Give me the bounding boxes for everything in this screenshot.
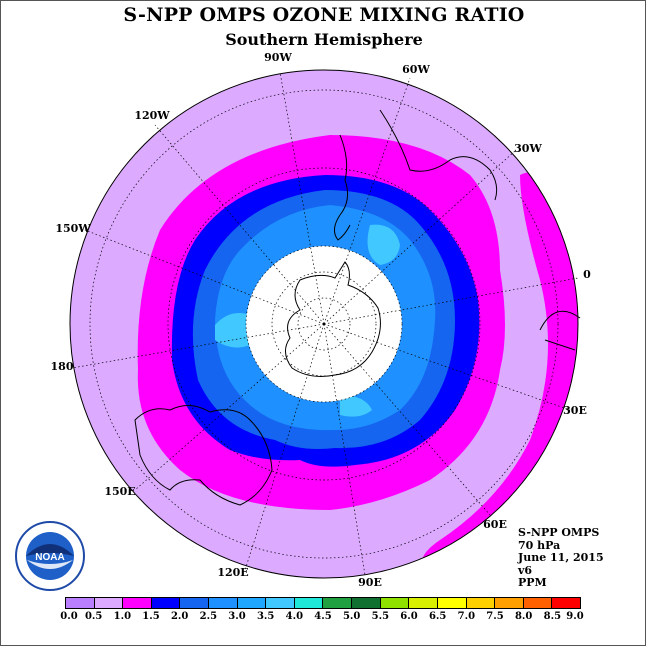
noaa-logo: NOAA	[15, 521, 85, 591]
info-version: v6	[518, 564, 533, 577]
colorbar-tick-label: 5.5	[371, 611, 390, 622]
page-subtitle: Southern Hemisphere	[225, 30, 423, 49]
colorbar-swatch	[380, 598, 410, 608]
colorbar-swatch	[237, 598, 267, 608]
lon-label-90e: 90E	[358, 576, 382, 589]
colorbar-swatch	[523, 598, 553, 608]
colorbar-tick-label: 8.0	[514, 611, 533, 622]
lon-label-0: 0	[583, 268, 591, 281]
colorbar-tick-label: 0.0	[60, 611, 78, 622]
colorbar-tick-label: 7.5	[486, 611, 504, 622]
colorbar-swatch	[180, 598, 210, 608]
lon-label-150e: 150E	[104, 485, 135, 498]
colorbar-tick-label: 2.0	[170, 611, 189, 622]
colorbar-tick-label: 1.0	[113, 611, 132, 622]
info-pressure: 70 hPa	[518, 539, 561, 552]
colorbar-tick-label: 3.5	[256, 611, 275, 622]
africa-coastline	[539, 310, 581, 351]
map-boundary	[69, 69, 579, 579]
south-america-coastline	[334, 134, 351, 241]
colorbar-tick-label: 9.0	[566, 611, 584, 622]
noaa-logo-text: NOAA	[35, 552, 64, 563]
colorbar-swatch	[94, 598, 124, 608]
page-title: S-NPP OMPS OZONE MIXING RATIO	[123, 4, 525, 26]
colorbar-tick-label: 0.5	[84, 611, 103, 622]
colorbar-tick-label: 6.0	[400, 611, 418, 622]
lon-label-30w: 30W	[514, 142, 542, 155]
info-instrument: S-NPP OMPS	[518, 526, 600, 539]
colorbar-tick-label: 2.5	[199, 611, 218, 622]
colorbar-tick-label: 3.0	[228, 611, 246, 622]
colorbar-swatch	[66, 598, 95, 608]
colorbar-swatch	[437, 598, 467, 608]
lon-label-30e: 30E	[563, 404, 587, 417]
colorbar-labels: 0.0 0.5 1.0 1.5 2.0 2.5 3.0 3.5 4.0 4.5 5.0 5.5 6.0 6…	[60, 611, 584, 625]
lon-label-120e: 120E	[217, 566, 248, 579]
colorbar-tick-label: 4.5	[314, 611, 332, 622]
ozone-region-3-0-c	[340, 395, 372, 417]
colorbar-swatch	[123, 598, 152, 608]
colorbar-swatch	[294, 598, 324, 608]
colorbar-swatch	[209, 598, 238, 608]
lon-label-180: 180	[51, 360, 74, 373]
lon-label-60w: 60W	[402, 63, 430, 76]
info-date: June 11, 2015	[518, 551, 604, 564]
colorbar-swatch	[466, 598, 496, 608]
colorbar-tick-label: 4.0	[285, 611, 304, 622]
colorbar-swatch	[495, 598, 524, 608]
colorbar-tick-label: 8.5	[543, 611, 562, 622]
lon-label-120w: 120W	[134, 109, 170, 122]
lon-label-150w: 150W	[55, 222, 91, 235]
graticule	[71, 71, 579, 576]
colorbar-swatch	[409, 598, 438, 608]
colorbar-tick-label: 6.5	[428, 611, 447, 622]
colorbar-tick-label: 7.0	[457, 611, 476, 622]
antarctica-coastline	[285, 261, 381, 377]
south-pole-marker	[322, 322, 326, 326]
colorbar-tick-label: 5.0	[342, 611, 361, 622]
ozone-region-3-0-b	[215, 312, 250, 348]
info-units: PPM	[518, 576, 547, 589]
lon-label-90w: 90W	[264, 51, 292, 64]
australia-coastline	[134, 405, 273, 506]
lon-label-60e: 60E	[483, 518, 507, 531]
colorbar-swatch	[151, 598, 181, 608]
colorbar-swatch	[552, 598, 580, 608]
colorbar-tick-label: 1.5	[142, 611, 160, 622]
south-america-coast-2	[379, 109, 498, 201]
colorbar-swatch	[323, 598, 353, 608]
colorbar	[65, 597, 581, 609]
colorbar-swatch	[266, 598, 295, 608]
colorbar-swatch	[352, 598, 381, 608]
ozone-region-3-0-a	[367, 224, 400, 265]
